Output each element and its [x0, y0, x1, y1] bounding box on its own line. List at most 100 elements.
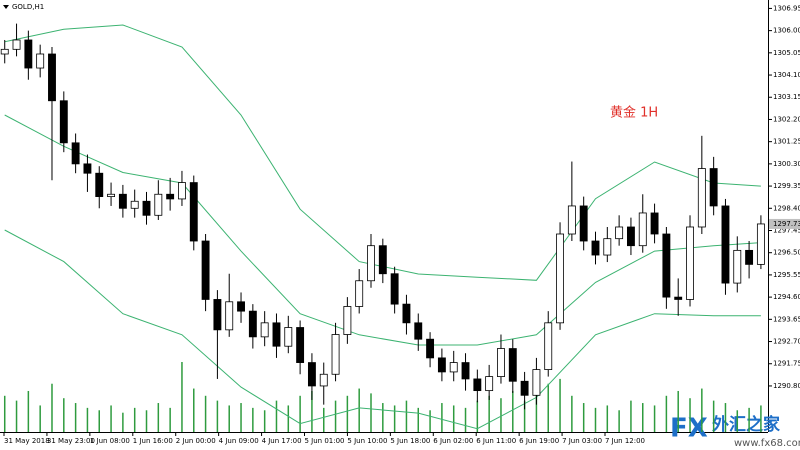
- candle-body: [213, 299, 222, 331]
- candle-body: [154, 193, 163, 216]
- candle-body: [225, 301, 234, 331]
- candle-body: [579, 205, 588, 242]
- y-tick-label: 1301.25: [773, 138, 800, 146]
- candle-body: [745, 249, 754, 265]
- y-tick-label: 1304.10: [773, 71, 800, 79]
- y-tick-label: 1290.80: [773, 382, 800, 390]
- bollinger-band: [4, 24, 761, 281]
- candle-body: [130, 200, 139, 209]
- candle-body: [107, 193, 116, 197]
- candle-body: [721, 205, 730, 284]
- y-tick-label: 1296.50: [773, 249, 800, 257]
- y-tick-label: 1294.60: [773, 293, 800, 301]
- candle-body: [556, 233, 564, 324]
- x-tick-label: 6 Jun 02:00: [433, 437, 473, 445]
- candle-body: [71, 142, 80, 165]
- candle-body: [272, 322, 281, 347]
- candle-body: [390, 273, 399, 305]
- candle-body: [307, 362, 316, 387]
- candle-body: [591, 240, 600, 256]
- x-tick-label: 5 Jun 01:00: [305, 437, 345, 445]
- current-price: 1297.73: [773, 220, 800, 228]
- candle-body: [12, 39, 21, 50]
- y-tick-label: 1306.00: [773, 27, 800, 35]
- candle-body: [48, 53, 56, 102]
- watermark-name: 外汇之家: [712, 414, 780, 435]
- candle-body: [95, 172, 104, 197]
- candle-body: [201, 240, 210, 300]
- candle-body: [485, 376, 494, 392]
- candle-body: [615, 226, 624, 240]
- candle-body: [674, 296, 683, 300]
- candle-body: [686, 226, 694, 300]
- y-tick-label: 1303.15: [773, 93, 800, 101]
- x-tick-label: 4 Jun 17:00: [262, 437, 302, 445]
- candle-body: [426, 338, 435, 359]
- candle-body: [343, 306, 352, 335]
- y-tick-label: 1295.55: [773, 271, 800, 279]
- y-tick-label: 1291.75: [773, 360, 800, 368]
- candle-body: [166, 193, 175, 200]
- x-tick-label: 7 Jun 12:00: [605, 437, 645, 445]
- bollinger-band: [4, 114, 761, 346]
- candle-body: [248, 310, 257, 338]
- candle-body: [626, 226, 635, 247]
- x-tick-label: 31 May 2018: [4, 437, 50, 445]
- x-tick-label: 5 Jun 18:00: [390, 437, 430, 445]
- y-tick-label: 1305.05: [773, 49, 800, 57]
- y-tick-label: 1298.40: [773, 204, 800, 212]
- y-tick-label: 1302.20: [773, 115, 800, 123]
- x-tick-label: 5 Jun 10:00: [347, 437, 387, 445]
- candle-body: [461, 362, 470, 380]
- x-tick-label: 1 Jun 08:00: [90, 437, 130, 445]
- watermark-url: www.fx68.com: [734, 438, 800, 449]
- candle-body: [83, 163, 92, 174]
- candle-body: [756, 223, 765, 265]
- candle-body: [260, 322, 269, 338]
- candle-body: [532, 369, 541, 396]
- candle-body: [402, 303, 411, 324]
- candle-body: [603, 238, 612, 256]
- candle-body: [296, 327, 305, 363]
- y-tick-label: 1293.65: [773, 315, 800, 323]
- candle-body: [36, 53, 45, 69]
- candle-body: [331, 334, 340, 375]
- menu-arrow[interactable]: [3, 5, 9, 9]
- candle-body: [378, 245, 387, 275]
- y-tick-label: 1306.95: [773, 4, 800, 12]
- candle-body: [567, 205, 576, 235]
- x-tick-label: 2 Jun 00:00: [176, 437, 216, 445]
- candle-body: [437, 357, 446, 373]
- candle-body: [0, 48, 9, 55]
- y-tick-label: 1292.70: [773, 338, 800, 346]
- candle-body: [473, 378, 482, 392]
- candle-body: [662, 233, 671, 298]
- candle-body: [508, 348, 517, 382]
- candle-body: [697, 168, 706, 228]
- annotation: 黄金 1H: [610, 105, 658, 121]
- candle-body: [284, 327, 293, 347]
- x-tick-label: 1 Jun 16:00: [133, 437, 173, 445]
- candle-body: [118, 193, 127, 209]
- candle-body: [733, 249, 742, 284]
- candle-body: [319, 373, 328, 387]
- chart-title: GOLD,H1: [12, 3, 44, 11]
- x-tick-label: 6 Jun 19:00: [519, 437, 559, 445]
- candle-body: [142, 200, 151, 216]
- candle-body: [497, 348, 505, 377]
- x-tick-label: 31 May 23:00: [47, 437, 95, 445]
- price-label-box: [769, 218, 800, 229]
- candle-body: [709, 168, 718, 207]
- candle-body: [520, 380, 529, 396]
- bollinger-band: [4, 229, 761, 430]
- candle-body: [24, 39, 33, 69]
- y-tick-label: 1297.45: [773, 226, 800, 234]
- candle-body: [449, 362, 458, 373]
- x-tick-label: 4 Jun 09:00: [219, 437, 259, 445]
- x-tick-label: 6 Jun 11:00: [476, 437, 516, 445]
- candle-body: [237, 301, 245, 312]
- candle-body: [638, 212, 647, 247]
- candle-body: [355, 280, 364, 307]
